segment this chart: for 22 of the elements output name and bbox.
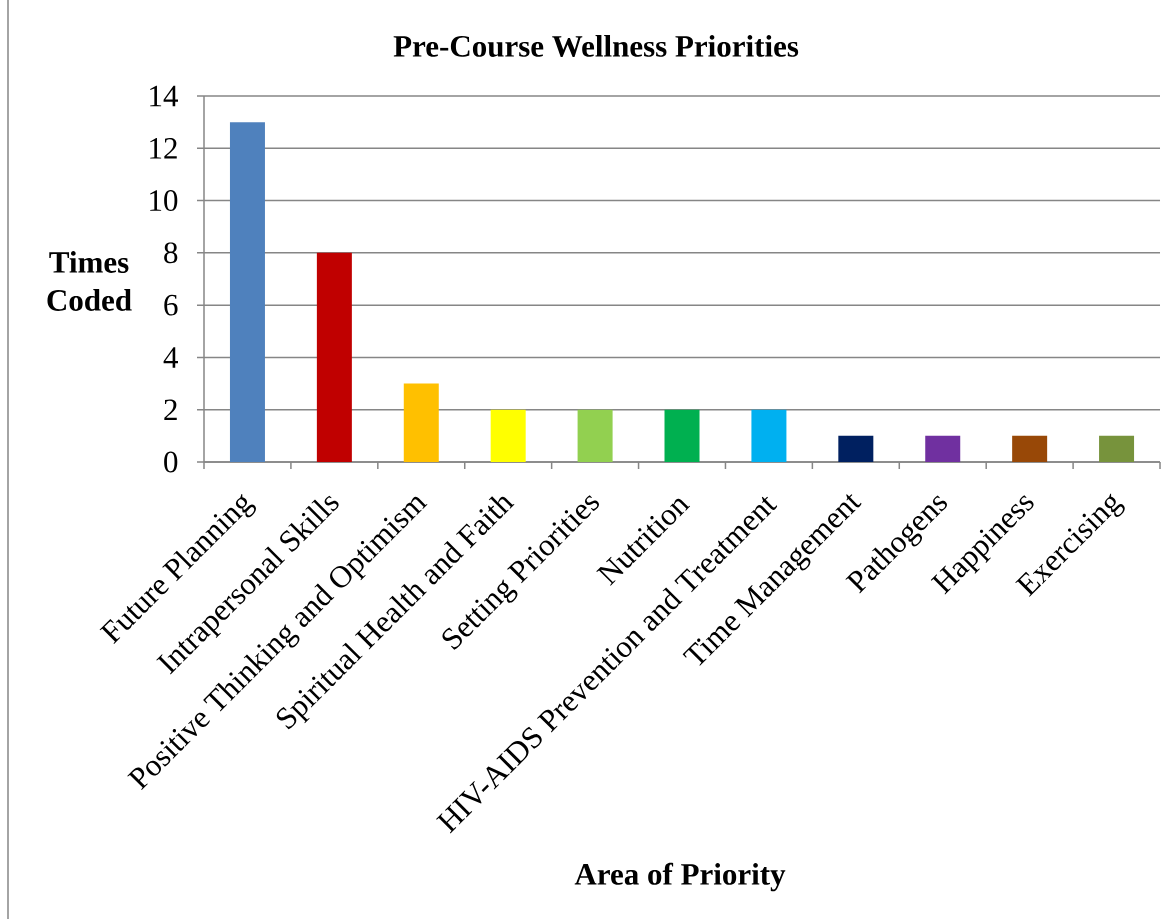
- bar: [838, 435, 874, 462]
- x-axis-title: Area of Priority: [574, 862, 786, 892]
- bar: [490, 409, 526, 462]
- bar: [1012, 435, 1048, 462]
- bar: [403, 383, 439, 462]
- y-tick-label: 14: [150, 85, 178, 107]
- bar: [1099, 435, 1135, 462]
- y-tick-label: 12: [150, 138, 177, 159]
- y-tick-label: 0: [164, 451, 178, 473]
- bar: [577, 409, 613, 462]
- bar: [229, 122, 265, 462]
- chart-title: Pre-Course Wellness Priorities: [393, 34, 799, 57]
- y-axis-title: Times Coded: [47, 251, 132, 311]
- bar: [664, 409, 700, 462]
- y-tick-label: 2: [164, 399, 177, 420]
- bar: [925, 435, 961, 462]
- bar: [316, 252, 352, 462]
- y-tick-label: 10: [150, 190, 178, 212]
- y-tick-label: 6: [164, 294, 178, 316]
- bar: [751, 409, 787, 462]
- y-tick-label: 8: [164, 242, 178, 264]
- y-tick-label: 4: [163, 347, 178, 368]
